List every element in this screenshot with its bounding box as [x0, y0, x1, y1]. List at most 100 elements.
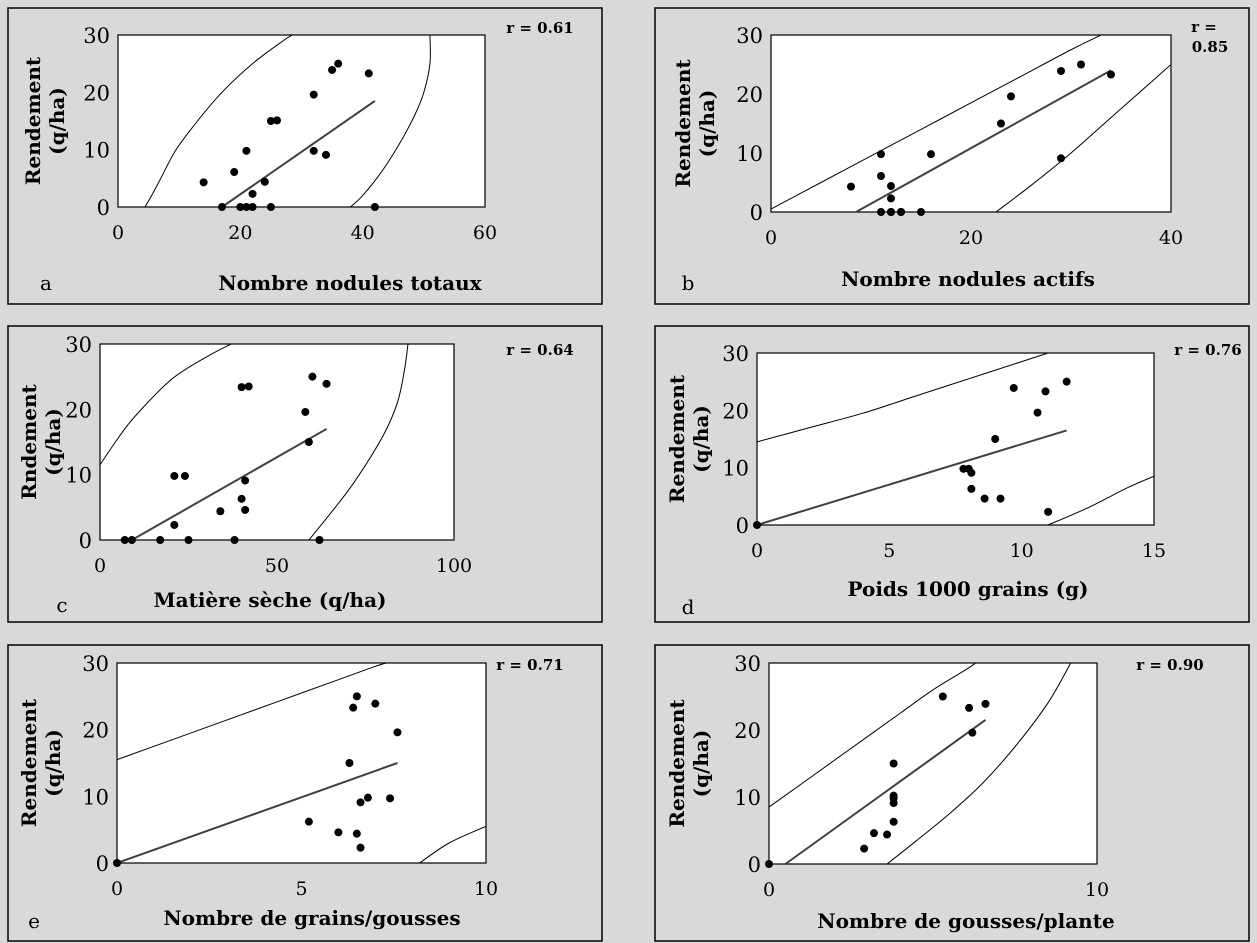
data-point [322, 379, 331, 388]
trend-line [131, 428, 328, 541]
y-axis-label: Rendement [17, 698, 41, 827]
data-point [996, 494, 1005, 503]
data-point [889, 791, 898, 800]
x-tick-label: 20 [228, 222, 252, 244]
data-point [127, 536, 136, 544]
band-lower-curve [886, 663, 1072, 864]
data-point [1044, 507, 1053, 516]
correlation-label: r = 0.71 [496, 656, 563, 674]
data-point [217, 203, 226, 211]
x-tick-label: 10 [1085, 879, 1109, 901]
data-point [869, 829, 878, 838]
data-point [304, 817, 313, 826]
data-point [230, 536, 239, 544]
data-point [889, 759, 898, 768]
data-point [241, 476, 250, 485]
x-tick-label: 0 [751, 540, 763, 562]
data-point [248, 189, 257, 198]
data-point [968, 728, 977, 737]
panel-label: e [28, 909, 40, 933]
correlation-label-part: r = [1191, 18, 1217, 36]
x-axis-label: Nombre de gousses/plante [817, 909, 1114, 933]
x-tick-label: 0 [763, 879, 775, 901]
data-point [1057, 66, 1065, 75]
data-point [113, 859, 121, 867]
correlation-label: r = 0.85 [1191, 18, 1228, 56]
data-point [1009, 383, 1018, 392]
data-point [1007, 92, 1015, 101]
y-tick-label: 10 [83, 139, 110, 163]
data-point [334, 59, 343, 68]
band-upper-curve [757, 353, 1049, 443]
data-point [352, 692, 361, 701]
confidence-band [771, 35, 1171, 212]
data-point [241, 505, 250, 514]
band-lower-curve [419, 825, 486, 863]
plot-area [117, 34, 486, 208]
data-point [364, 69, 373, 78]
chart-panel-d: 0 10 20 30 0 5 10 15 r = 0.76 Poids 1000 grains (… [654, 325, 1250, 623]
data-point [321, 150, 330, 159]
data-point [889, 817, 898, 826]
data-point [363, 793, 372, 802]
data-point [847, 182, 855, 191]
y-axis-label: Rendement [665, 699, 689, 828]
chart-panel-f: 0 10 20 30 0 10 r = 0.90 Nombre de gousses/plan… [654, 644, 1250, 942]
y-axis-label: (q/ha) [689, 405, 713, 473]
x-tick-label: 0 [111, 878, 123, 900]
band-lower-curve [995, 64, 1171, 212]
y-tick-label: 0 [97, 196, 110, 220]
y-tick-label: 10 [722, 457, 749, 481]
correlation-label: r = 0.61 [506, 19, 573, 37]
y-tick-label: 30 [83, 24, 110, 48]
plot-area [116, 662, 487, 864]
data-point [997, 119, 1005, 128]
y-axis-label: (q/ha) [689, 730, 713, 798]
data-point [991, 435, 1000, 443]
chart-panel-b: 0 10 20 30 0 20 40 r = 0.85 Nombre nodules actifs… [654, 7, 1250, 305]
x-tick-label: 50 [265, 555, 289, 577]
data-point [877, 150, 885, 159]
trend-line [756, 429, 1067, 526]
confidence-band [117, 663, 486, 863]
x-axis-label: Nombre de grains/gousses [163, 906, 460, 930]
chart-panel-a: 0 10 20 30 0 20 40 60 r = 0.61 Nombre nodules tot… [7, 7, 603, 305]
data-point [371, 699, 380, 708]
panel-label: a [40, 271, 52, 295]
data-point [370, 203, 379, 211]
data-point [897, 208, 905, 216]
x-tick-label: 60 [473, 222, 497, 244]
y-tick-label: 10 [82, 785, 109, 809]
band-upper-curve [769, 663, 976, 808]
data-point [237, 383, 246, 392]
data-point [393, 728, 402, 737]
y-axis-label: Rndement [17, 383, 41, 499]
data-point [216, 507, 225, 516]
data-point [980, 494, 989, 503]
data-point [1077, 60, 1085, 69]
correlation-label: r = 0.64 [506, 341, 573, 359]
y-tick-label: 20 [736, 83, 763, 107]
y-axis-label: Rendement [665, 374, 689, 503]
data-point [248, 203, 257, 211]
data-point [309, 146, 318, 155]
data-point [328, 65, 337, 74]
x-axis-label: Nombre nodules actifs [841, 267, 1095, 291]
y-tick-label: 0 [79, 529, 92, 553]
band-lower-curve [350, 35, 431, 207]
data-point [236, 203, 245, 211]
data-point [120, 536, 129, 544]
data-point [860, 844, 869, 853]
y-tick-label: 20 [734, 719, 761, 743]
data-point [753, 521, 761, 529]
correlation-label-part: 0.85 [1192, 38, 1229, 56]
y-axis-label: (q/ha) [41, 729, 65, 797]
data-point [1062, 377, 1071, 386]
band-upper-curve [100, 344, 232, 466]
data-point [965, 703, 974, 712]
data-point [199, 178, 208, 187]
data-point [1041, 387, 1050, 396]
data-point [1107, 70, 1115, 79]
correlation-label: r = 0.90 [1136, 656, 1203, 674]
